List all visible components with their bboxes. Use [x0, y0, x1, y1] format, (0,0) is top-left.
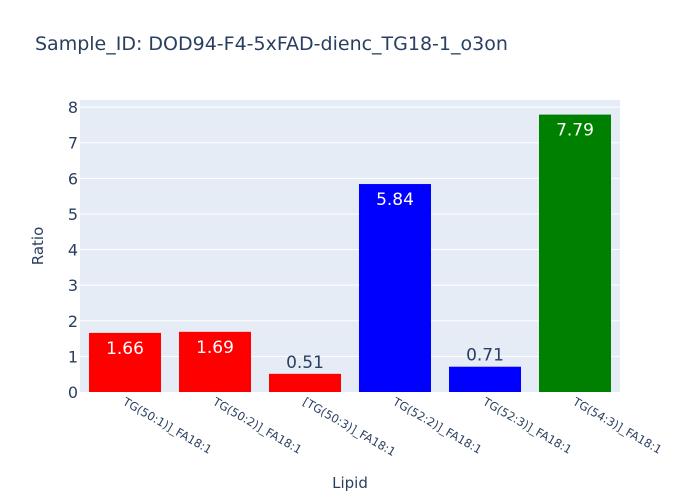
bar [89, 332, 161, 392]
bars: 1.66 1.69 0.51 5.84 0.71 7.79 [89, 114, 611, 392]
x-tick-label: TG(50:1)]_FA18:1 [120, 394, 215, 457]
y-tick-label: 5 [68, 205, 78, 224]
x-axis-title: Lipid [332, 474, 368, 492]
x-tick-label: TG(50:2)]_FA18:1 [210, 394, 305, 457]
x-tick-label: TG(54:3)]_FA18:1 [570, 394, 665, 457]
chart-title: Sample_ID: DOD94-F4-5xFAD-dienc_TG18-1_o… [35, 33, 508, 55]
bar-value-label: 7.79 [556, 121, 594, 141]
y-tick-label: 8 [68, 98, 78, 117]
y-tick-label: 1 [68, 347, 78, 366]
bar-value-label: 1.69 [196, 338, 234, 358]
x-tick-label: TG(52:3)]_FA18:1 [480, 394, 575, 457]
x-tick-label: [TG(50:3)]_FA18:1 [301, 394, 399, 458]
bar-value-label: 1.66 [106, 339, 144, 359]
bar [359, 184, 431, 392]
y-axis-ticks: 0 1 2 3 4 5 6 7 8 [68, 98, 78, 402]
y-tick-label: 6 [68, 169, 78, 188]
y-tick-label: 3 [68, 276, 78, 295]
bar [179, 331, 251, 392]
y-axis-title: Ratio [29, 227, 47, 266]
bar-value-label: 5.84 [376, 190, 414, 210]
bar [539, 114, 611, 392]
y-tick-label: 4 [68, 241, 78, 260]
gridlines [80, 106, 620, 357]
x-tick-label: TG(52:2)]_FA18:1 [390, 394, 485, 457]
x-axis-ticks: TG(50:1)]_FA18:1TG(50:2)]_FA18:1[TG(50:3… [120, 394, 665, 459]
bar-value-label: 0.71 [466, 346, 504, 366]
bar-value-label: 0.51 [286, 353, 324, 373]
y-tick-label: 7 [68, 134, 78, 153]
bar [449, 366, 521, 392]
plot-area [80, 100, 620, 392]
y-tick-label: 0 [68, 383, 78, 402]
y-tick-label: 2 [68, 312, 78, 331]
bar [269, 373, 341, 392]
